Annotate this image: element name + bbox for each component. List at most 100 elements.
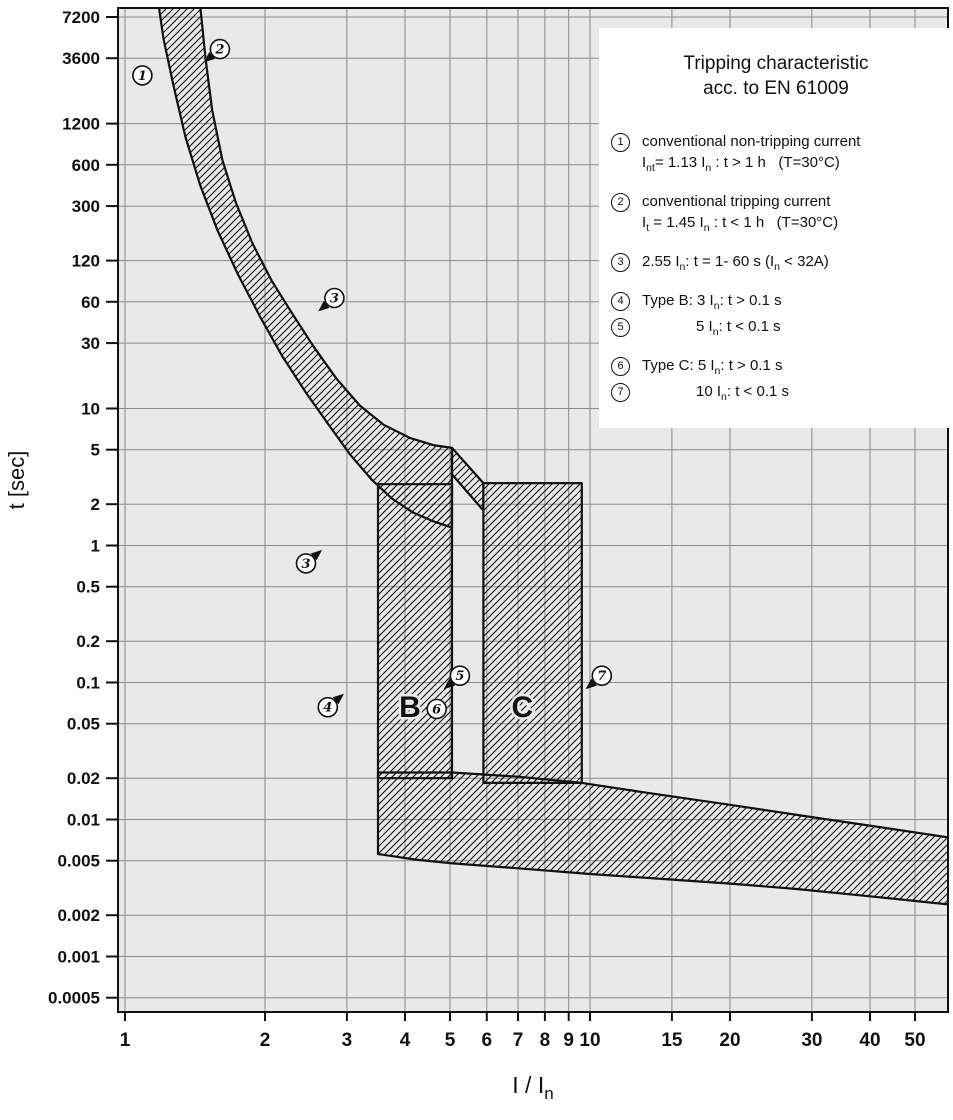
chart-marker-6: 6 (426, 698, 448, 720)
svg-text:30: 30 (81, 334, 100, 353)
legend-item-number-icon: 6 (611, 357, 630, 377)
svg-text:0.0005: 0.0005 (48, 989, 100, 1008)
x-axis-tick-labels: 1 2 3 4 5 6 7 8 9 10 15 20 30 40 50 (120, 1030, 926, 1051)
y-axis-tick-marks (106, 16, 118, 999)
legend-item-text: conventional non-tripping current Int= 1.… (642, 133, 861, 175)
legend-title-line1: Tripping characteristic (683, 53, 869, 74)
legend-items: 1 conventional non-tripping current Int= 1… (611, 131, 941, 404)
marker-circle-icon (591, 665, 613, 687)
y-axis-tick-labels: 7200 3600 1200 600 300 120 60 30 10 5 2 1 0.5 0.2 0.1 0… (48, 8, 100, 1008)
marker-circle-icon (132, 65, 153, 86)
legend-item-number-icon: 4 (611, 292, 630, 312)
svg-text:600: 600 (72, 156, 100, 175)
marker-circle-icon (324, 287, 345, 309)
y-axis-title: t [sec] (4, 451, 29, 510)
svg-text:5: 5 (445, 1030, 456, 1051)
marker-arrow-icon (203, 52, 216, 63)
legend-item-number-icon: 7 (611, 383, 630, 403)
svg-text:0.2: 0.2 (76, 632, 100, 651)
x-axis-tick-marks (124, 1012, 916, 1021)
legend-item-text: 10 In: t < 0.1 s (696, 383, 789, 404)
svg-text:20: 20 (719, 1030, 740, 1051)
marker-arrow-icon (443, 678, 456, 690)
legend-item-text: 5 In: t < 0.1 s (696, 318, 781, 339)
svg-text:0.005: 0.005 (57, 852, 100, 871)
marker-number: 5 (455, 669, 464, 684)
chart-marker-5: 5 (443, 665, 471, 690)
legend-box: Tripping characteristic acc. to EN 61009… (599, 28, 949, 429)
svg-text:7200: 7200 (62, 8, 100, 27)
legend-item-3: 3 2.55 In: t = 1- 60 s (In < 32A) (611, 251, 941, 274)
legend-item-4: 4 Type B: 3 In: t > 0.1 s (611, 290, 941, 313)
marker-number: 4 (323, 701, 332, 716)
marker-circle-icon (426, 698, 448, 720)
marker-arrow-icon (332, 693, 344, 705)
region-label-B: B (399, 691, 421, 724)
svg-text:0.02: 0.02 (67, 769, 100, 788)
legend-item-text: 2.55 In: t = 1- 60 s (In < 32A) (642, 253, 829, 274)
marker-circle-icon (295, 553, 317, 574)
svg-text:1: 1 (91, 537, 100, 556)
svg-text:2: 2 (260, 1030, 271, 1051)
chart-marker-2: 2 (203, 38, 231, 63)
plot-border (117, 7, 949, 1013)
svg-text:60: 60 (81, 293, 100, 312)
svg-text:8: 8 (540, 1030, 551, 1051)
marker-number: 1 (138, 69, 147, 84)
marker-number: 3 (330, 292, 339, 307)
svg-text:7: 7 (513, 1030, 524, 1051)
marker-number: 7 (597, 669, 606, 684)
marker-number: 6 (432, 703, 441, 718)
band-type-b-instantaneous-range (376, 483, 454, 780)
marker-arrow-icon (585, 678, 597, 690)
legend-item-number-icon: 1 (611, 133, 630, 153)
legend-title-line2: acc. to EN 61009 (703, 77, 849, 99)
region-label-C: C (511, 691, 533, 724)
marker-circle-icon (317, 696, 339, 718)
svg-text:1: 1 (120, 1030, 131, 1051)
chart-marker-4: 4 (317, 693, 344, 718)
marker-number: 3 (301, 557, 310, 572)
chart-marker-7: 7 (585, 665, 613, 690)
marker-arrow-icon (310, 549, 323, 561)
legend-item-number-icon: 3 (611, 253, 630, 273)
marker-circle-icon (209, 38, 231, 60)
legend-item-text: Type C: 5 In: t > 0.1 s (642, 357, 783, 378)
legend-item-2: 2 conventional tripping current It = 1.45 … (611, 191, 941, 234)
svg-text:1200: 1200 (62, 115, 100, 134)
x-axis-title: I / In (512, 1072, 553, 1103)
svg-text:0.002: 0.002 (57, 906, 100, 925)
chart-marker-1: 1 (132, 65, 153, 86)
svg-text:3: 3 (342, 1030, 353, 1051)
svg-text:0.05: 0.05 (67, 715, 100, 734)
band-type-c-instantaneous-range (482, 482, 583, 784)
legend-item-6: 6 Type C: 5 In: t > 0.1 s (611, 355, 941, 378)
band-opening-time-band (376, 771, 948, 906)
chart-marker-3: 3 (295, 549, 323, 574)
marker-circle-icon (449, 665, 471, 687)
svg-text:15: 15 (661, 1030, 683, 1051)
chart-marker-3: 3 (318, 287, 345, 312)
svg-text:6: 6 (482, 1030, 493, 1051)
svg-text:4: 4 (400, 1030, 411, 1051)
svg-text:0.5: 0.5 (76, 578, 100, 597)
legend-item-number-icon: 5 (611, 318, 630, 338)
legend-item-1: 1 conventional non-tripping current Int= 1… (611, 131, 941, 175)
svg-text:30: 30 (801, 1030, 822, 1051)
svg-text:10: 10 (81, 400, 100, 419)
tripping-bands (157, 8, 948, 906)
svg-text:300: 300 (72, 197, 100, 216)
legend-item-number-icon: 2 (611, 193, 630, 213)
legend-item-text: Type B: 3 In: t > 0.1 s (642, 292, 782, 313)
svg-text:5: 5 (91, 441, 100, 460)
svg-text:2: 2 (91, 495, 100, 514)
svg-text:120: 120 (72, 252, 100, 271)
legend-item-7: 7 10 In: t < 0.1 s (611, 381, 941, 404)
svg-text:9: 9 (563, 1030, 574, 1051)
svg-text:3600: 3600 (62, 49, 100, 68)
svg-text:0.001: 0.001 (57, 948, 100, 967)
svg-text:40: 40 (859, 1030, 880, 1051)
marker-number: 2 (214, 43, 224, 58)
svg-text:10: 10 (579, 1030, 600, 1051)
